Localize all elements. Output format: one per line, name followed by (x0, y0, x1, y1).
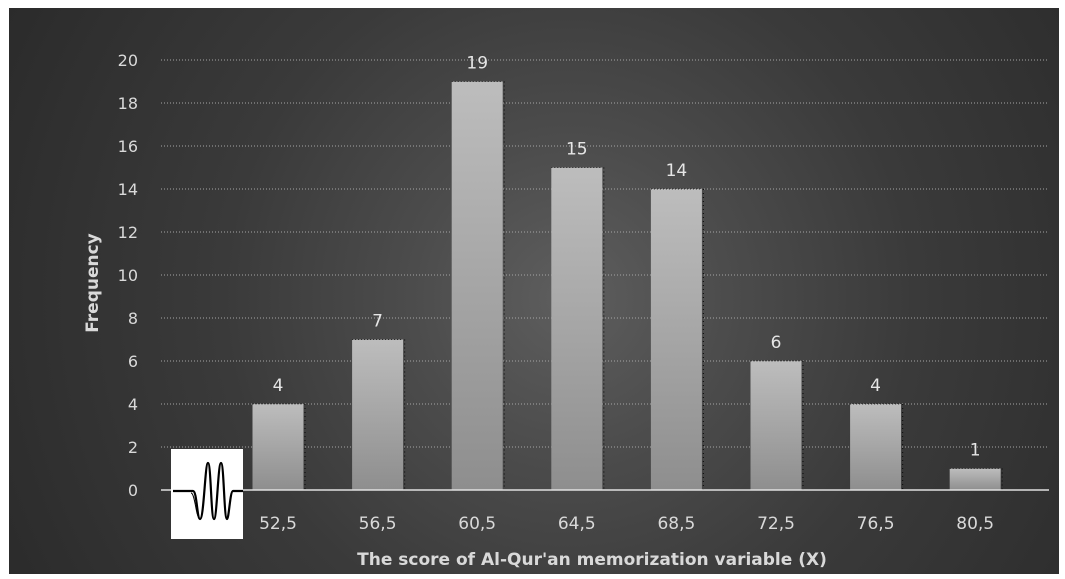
data-labels: 4 7 19 15 14 6 4 1 (273, 54, 981, 461)
y-axis-ticks: 0 2 4 6 8 10 12 14 16 18 20 (118, 51, 138, 500)
data-label: 7 (372, 312, 383, 332)
data-label: 4 (870, 376, 881, 396)
bars (252, 81, 1003, 490)
data-label: 1 (970, 441, 981, 461)
bar (352, 339, 404, 490)
bar (451, 81, 503, 490)
y-tick-label: 20 (118, 51, 138, 70)
bar (750, 361, 802, 490)
y-axis-title: Frequency (83, 233, 103, 333)
y-tick-label: 18 (118, 94, 138, 113)
data-label: 14 (666, 161, 688, 181)
x-tick-label: 56,5 (359, 514, 397, 534)
bar-chart: 0 2 4 6 8 10 12 14 16 18 20 4 7 19 15 14 6 4 1 52,5 56,5 60… (83, 51, 1049, 570)
bar (551, 167, 603, 490)
y-tick-label: 12 (118, 223, 138, 242)
x-axis-title: The score of Al-Qur'an memorization vari… (357, 550, 827, 570)
y-tick-label: 2 (128, 438, 138, 457)
data-label: 19 (466, 54, 488, 74)
bar (949, 468, 1001, 490)
gridlines (161, 59, 1049, 448)
y-tick-label: 16 (118, 137, 138, 156)
waveform-logo (171, 449, 243, 539)
y-tick-label: 6 (128, 352, 138, 371)
bar (650, 189, 702, 490)
x-tick-label: 52,5 (259, 514, 297, 534)
bar (252, 404, 304, 490)
x-axis-ticks: 52,5 56,5 60,5 64,5 68,5 72,5 76,5 80,5 (259, 514, 994, 534)
x-tick-label: 68,5 (657, 514, 695, 534)
y-tick-label: 0 (128, 481, 138, 500)
y-tick-label: 10 (118, 266, 138, 285)
data-label: 6 (771, 333, 782, 353)
chart-area: 0 2 4 6 8 10 12 14 16 18 20 4 7 19 15 14 6 4 1 52,5 56,5 60… (9, 8, 1059, 574)
x-tick-label: 64,5 (558, 514, 596, 534)
y-tick-label: 14 (118, 180, 138, 199)
y-tick-label: 8 (128, 309, 138, 328)
x-tick-label: 80,5 (956, 514, 994, 534)
y-tick-label: 4 (128, 395, 138, 414)
x-tick-label: 72,5 (757, 514, 795, 534)
data-label: 4 (273, 376, 284, 396)
x-tick-label: 76,5 (857, 514, 895, 534)
data-label: 15 (566, 140, 588, 160)
x-tick-label: 60,5 (458, 514, 496, 534)
bar (850, 404, 902, 490)
waveform-logo-icon (173, 461, 243, 521)
